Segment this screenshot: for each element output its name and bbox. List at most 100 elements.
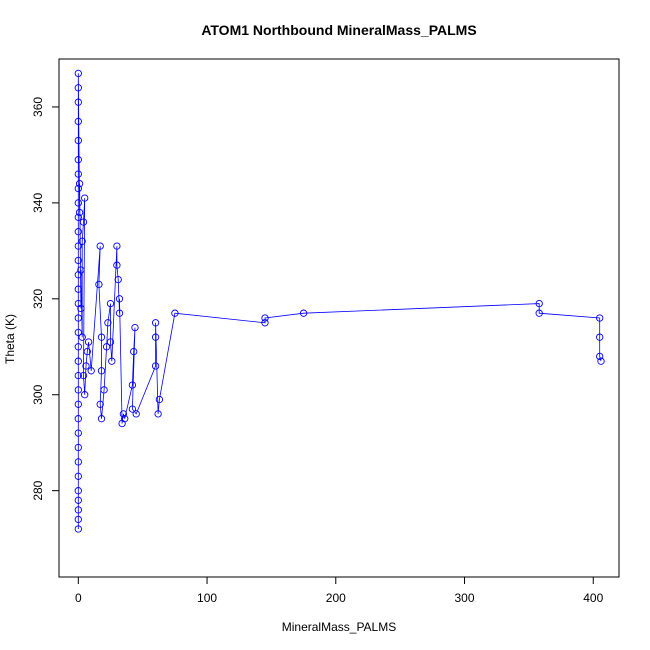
data-point <box>74 386 82 394</box>
data-point <box>74 199 82 207</box>
data-point <box>75 180 84 188</box>
data-point <box>597 357 605 365</box>
data-point <box>535 299 543 308</box>
data-point <box>131 323 139 332</box>
data-point <box>102 343 111 351</box>
y-tick-label: 340 <box>31 193 45 213</box>
data-point <box>82 362 90 370</box>
data-point <box>74 170 82 178</box>
x-tick-label: 200 <box>326 591 346 605</box>
data-point <box>97 333 106 341</box>
data-point <box>74 213 82 221</box>
data-point <box>155 395 164 404</box>
series-layer <box>77 73 602 529</box>
data-point <box>83 347 91 356</box>
data-point <box>154 410 162 418</box>
data-point <box>596 352 604 361</box>
y-tick-label: 280 <box>31 480 45 500</box>
y-axis: 280 300 320 340 360 <box>31 97 60 501</box>
data-point <box>74 506 82 514</box>
y-tick-label: 320 <box>31 288 45 308</box>
data-point <box>75 208 84 217</box>
data-point <box>121 415 129 423</box>
x-tick-label: 300 <box>455 591 475 605</box>
y-axis-label: Theta (K) <box>3 314 17 364</box>
y-tick-label: 300 <box>31 384 45 404</box>
x-tick-label: 100 <box>197 591 217 605</box>
data-point <box>74 429 82 437</box>
data-point <box>261 319 269 327</box>
data-point <box>151 319 160 327</box>
data-point <box>81 194 89 202</box>
data-point <box>115 295 124 303</box>
data-point <box>261 314 269 322</box>
x-tick-label: 0 <box>75 591 82 605</box>
data-point <box>74 184 82 193</box>
data-point <box>96 400 104 408</box>
data-point <box>79 371 88 380</box>
data-point <box>106 299 115 308</box>
data-point <box>74 496 82 504</box>
data-point <box>81 391 89 399</box>
data-point <box>596 314 604 322</box>
data-point <box>115 309 124 317</box>
data-point <box>113 242 121 250</box>
data-point <box>171 309 179 317</box>
data-point <box>74 400 82 408</box>
data-point <box>74 228 82 236</box>
data-point <box>132 410 140 418</box>
data-point <box>596 333 604 341</box>
y-tick-label: 360 <box>31 97 45 117</box>
data-point <box>74 98 82 106</box>
data-point <box>74 515 82 524</box>
data-point <box>74 525 82 533</box>
data-point <box>74 84 82 92</box>
data-point <box>74 415 82 423</box>
data-point <box>97 367 106 375</box>
data-point <box>77 266 85 274</box>
data-point <box>74 256 82 265</box>
data-point <box>299 309 308 317</box>
data-point <box>79 218 88 226</box>
data-point <box>74 156 82 164</box>
data-point <box>78 237 86 245</box>
data-point <box>96 242 104 250</box>
data-point <box>74 357 82 365</box>
data-point <box>151 333 160 341</box>
chart-title: ATOM1 Northbound MineralMass_PALMS <box>201 22 476 38</box>
data-point <box>106 338 115 346</box>
data-point <box>74 343 82 351</box>
x-axis: 0 100 200 300 400 <box>75 576 604 605</box>
data-point <box>74 443 82 452</box>
data-point <box>74 285 82 293</box>
data-point <box>74 242 82 250</box>
points-layer <box>74 69 605 533</box>
data-point <box>74 328 82 337</box>
data-point <box>74 136 82 145</box>
series-line <box>77 73 602 529</box>
data-point <box>77 304 85 313</box>
data-point <box>119 410 128 418</box>
data-point <box>97 415 106 423</box>
data-point <box>130 347 138 356</box>
data-point <box>74 371 82 380</box>
data-point <box>114 275 122 284</box>
data-point <box>74 487 82 495</box>
data-point <box>74 314 82 322</box>
data-point <box>113 261 121 269</box>
data-point <box>128 381 137 389</box>
data-point <box>74 117 82 126</box>
data-point <box>78 333 86 341</box>
data-point <box>100 386 108 394</box>
data-point <box>535 309 543 317</box>
data-point <box>87 367 95 375</box>
x-tick-label: 400 <box>583 591 603 605</box>
data-point <box>128 405 137 413</box>
data-point <box>74 69 82 78</box>
x-axis-label: MineralMass_PALMS <box>282 620 396 634</box>
data-point <box>95 280 103 289</box>
data-point <box>74 458 82 466</box>
data-point <box>74 472 82 480</box>
